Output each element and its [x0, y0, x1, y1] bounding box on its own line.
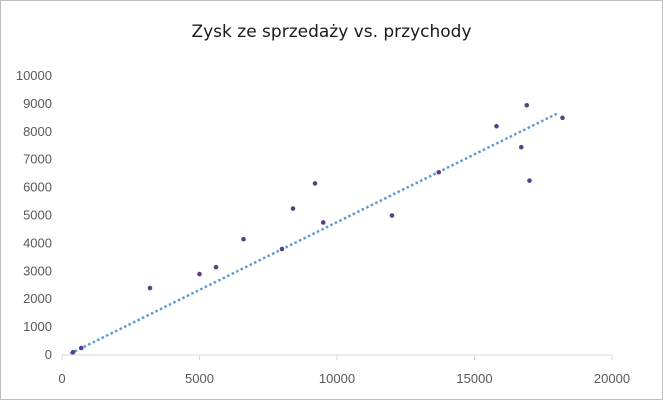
y-tick-label: 4000 — [23, 235, 52, 250]
data-point — [290, 206, 296, 211]
y-tick-label: 6000 — [23, 180, 52, 195]
y-tick-label: 3000 — [23, 263, 52, 278]
y-tick-label: 2000 — [23, 291, 52, 306]
x-tick-label: 5000 — [185, 371, 214, 386]
data-point — [147, 285, 153, 291]
data-point — [560, 115, 565, 121]
x-tick-label: 0 — [58, 371, 65, 386]
x-tick-label: 10000 — [319, 371, 355, 386]
y-tick-label: 8000 — [23, 124, 52, 139]
y-tick-label: 5000 — [23, 208, 52, 223]
data-point — [70, 349, 76, 355]
y-tick-label: 9000 — [23, 96, 52, 111]
y-tick-label: 7000 — [23, 152, 52, 167]
x-tick-label: 20000 — [594, 371, 630, 386]
data-point — [213, 264, 219, 270]
y-tick-label: 10000 — [16, 68, 52, 83]
trendline — [69, 112, 558, 355]
y-tick-label: 1000 — [23, 319, 52, 334]
x-tick-label: 15000 — [456, 371, 492, 386]
data-point — [524, 102, 530, 108]
data-point — [312, 181, 318, 186]
data-point — [494, 123, 499, 129]
data-point — [241, 236, 246, 242]
data-point — [527, 178, 532, 183]
chart-title: Zysk ze sprzedaży vs. przychody — [191, 22, 472, 42]
data-point — [436, 169, 442, 175]
data-point — [78, 345, 84, 351]
data-point — [518, 144, 524, 150]
data-point — [279, 246, 285, 252]
data-point — [197, 271, 202, 277]
data-point — [389, 213, 395, 218]
data-point — [320, 220, 326, 225]
y-tick-label: 0 — [45, 347, 52, 362]
